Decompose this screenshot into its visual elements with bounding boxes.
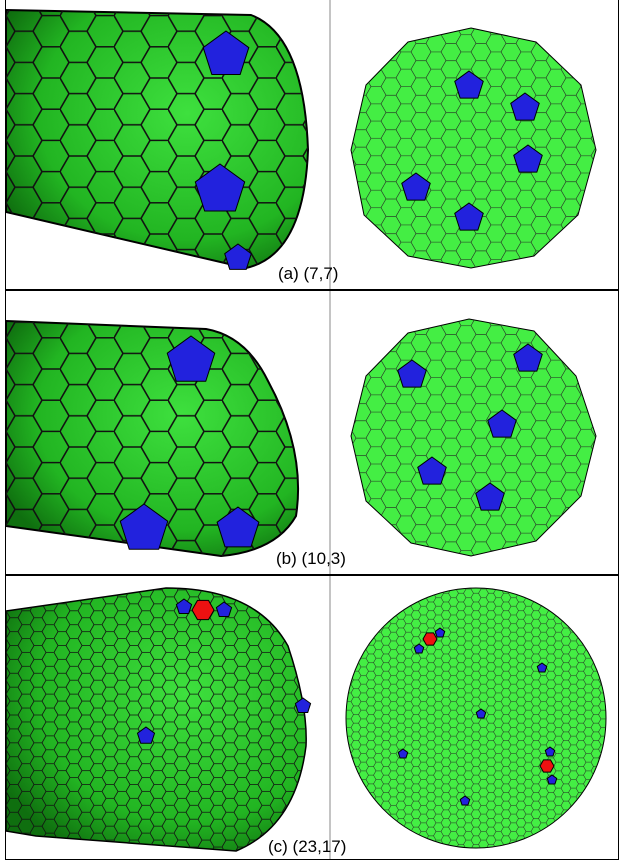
cap-mesh <box>346 588 606 848</box>
panel-b: (b) (10,3) <box>6 291 618 576</box>
panel-c: (c) (23,17) <box>6 576 618 859</box>
heptagon <box>423 633 437 645</box>
heptagon <box>192 600 214 619</box>
tube-mesh <box>6 588 306 851</box>
panel-a-image: (a) (7,7) <box>6 0 618 289</box>
caption: (a) (7,7) <box>278 264 338 283</box>
figure: (a) (7,7) (b) (10,3) <box>5 0 619 860</box>
heptagon <box>540 760 554 772</box>
tube-mesh <box>6 10 308 268</box>
cap-mesh <box>351 319 596 556</box>
panel-b-image: (b) (10,3) <box>6 291 618 574</box>
panel-c-image: (c) (23,17) <box>6 576 618 859</box>
caption: (c) (23,17) <box>268 837 346 856</box>
panel-a: (a) (7,7) <box>6 0 618 291</box>
caption: (b) (10,3) <box>276 549 346 568</box>
